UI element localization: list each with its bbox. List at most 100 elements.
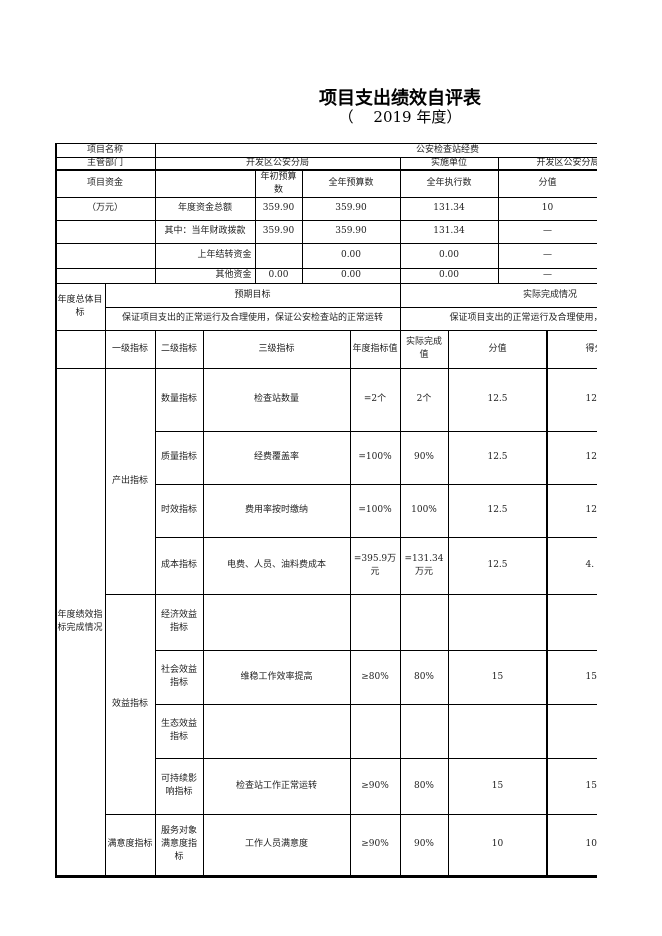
header-cell: 分值 [447, 329, 548, 369]
header-cell: 分值 [497, 169, 597, 198]
indicator-l3: 工作人员满意度 [202, 813, 351, 876]
indicator-weight: 12.5 [447, 536, 548, 595]
header-cell: 全年预算数 [301, 169, 401, 198]
indicator-actual [399, 703, 449, 759]
fund-executed: 131.34 [399, 219, 499, 244]
project-name-value: 公安检查站经费 [154, 142, 597, 158]
indicator-actual: 100% [399, 483, 449, 538]
fund-executed: 0.00 [399, 267, 499, 284]
indicator-actual: 90% [399, 430, 449, 485]
level1-cell: 产出指标 [104, 367, 156, 595]
indicator-score [546, 703, 597, 759]
empty-cell [54, 219, 156, 244]
empty-cell [154, 169, 256, 198]
indicator-l3: 维稳工作效率提高 [202, 649, 351, 705]
indicator-target [349, 593, 401, 651]
indicator-actual: 2个 [399, 367, 449, 432]
header-cell: 实际完成值 [399, 329, 449, 369]
indicator-target: =395.9万元 [349, 536, 401, 595]
fund-annual: 359.90 [301, 219, 401, 244]
indicator-weight: 10 [447, 813, 548, 876]
fund-executed: 0.00 [399, 242, 499, 269]
header-cell: 年度指标值 [349, 329, 401, 369]
header-cell: 实际完成情况 [399, 282, 597, 308]
indicator-l2: 社会效益指标 [154, 649, 204, 705]
indicator-target: =2个 [349, 367, 401, 432]
indicator-target: =100% [349, 430, 401, 485]
indicator-actual: =131.34万元 [399, 536, 449, 595]
fund-annual: 359.90 [301, 196, 401, 221]
indicator-weight: 15 [447, 649, 548, 705]
header-cell: 一级指标 [104, 329, 156, 369]
indicator-score: 10 [546, 813, 597, 876]
header-cell: 得分 [546, 329, 597, 369]
level1-cell: 满意度指标 [104, 813, 156, 876]
indicator-actual [399, 593, 449, 651]
empty-cell [54, 242, 156, 269]
fund-initial: 359.90 [254, 196, 303, 221]
label-cell: （万元） [54, 196, 156, 221]
empty-cell [54, 329, 106, 369]
fund-annual: 0.00 [301, 242, 401, 269]
fund-initial: 0.00 [254, 267, 303, 284]
indicator-l2: 生态效益指标 [154, 703, 204, 759]
indicator-l2: 成本指标 [154, 536, 204, 595]
fund-initial: 359.90 [254, 219, 303, 244]
indicator-weight: 15 [447, 757, 548, 815]
fund-name: 其他资金 [154, 267, 256, 284]
page-subtitle: （ 2019 年度） [338, 108, 462, 126]
indicator-score: 15 [546, 649, 597, 705]
indicator-weight [447, 703, 548, 759]
empty-cell [54, 267, 156, 284]
indicator-weight [447, 593, 548, 651]
fund-name: 年度资金总额 [154, 196, 256, 221]
indicator-target: ≥80% [349, 649, 401, 705]
header-cell: 三级指标 [202, 329, 351, 369]
indicator-l3: 费用率按时缴纳 [202, 483, 351, 538]
indicator-l3 [202, 703, 351, 759]
indicator-weight: 12.5 [447, 483, 548, 538]
header-cell: 二级指标 [154, 329, 204, 369]
indicator-weight: 12.5 [447, 430, 548, 485]
indicator-target: ≥90% [349, 757, 401, 815]
indicator-score: 12. [546, 367, 597, 432]
evaluation-table: 项目名称 公安检查站经费 主管部门 开发区公安分局 实施单位 开发区公安分局 项目资金 年初预… [54, 142, 597, 878]
label-cell: 年度绩效指标完成情况 [54, 367, 106, 876]
fund-annual: 0.00 [301, 267, 401, 284]
fund-score: 10 [497, 196, 597, 221]
indicator-l3: 经费覆盖率 [202, 430, 351, 485]
fund-initial [254, 242, 303, 269]
label-cell: 项目资金 [54, 169, 156, 198]
indicator-l2: 经济效益指标 [154, 593, 204, 651]
indicator-target: ≥90% [349, 813, 401, 876]
divider [546, 330, 548, 875]
fund-score: — [497, 267, 597, 284]
indicator-l3: 电费、人员、油料费成本 [202, 536, 351, 595]
fund-score: — [497, 219, 597, 244]
divider [55, 169, 597, 171]
fund-score: — [497, 242, 597, 269]
indicator-score: 15 [546, 757, 597, 815]
indicator-l2: 服务对象满意度指标 [154, 813, 204, 876]
fund-name: 其中：当年财政拨款 [154, 219, 256, 244]
header-cell: 年初预算数 [254, 169, 303, 198]
fund-executed: 131.34 [399, 196, 499, 221]
indicator-score [546, 593, 597, 651]
indicator-l3: 检查站工作正常运转 [202, 757, 351, 815]
goal-text: 保证项目支出的正常运行及合理使用，保证公安检查站的正常运转 [104, 306, 401, 331]
header-cell: 预期目标 [104, 282, 401, 308]
header-cell: 全年执行数 [399, 169, 499, 198]
goal-text: 保证项目支出的正常运行及合理使用，保证公安检查站的正常运转 [399, 306, 597, 331]
fund-name: 上年结转资金 [154, 242, 256, 269]
level1-cell: 效益指标 [104, 593, 156, 815]
indicator-actual: 80% [399, 757, 449, 815]
indicator-l2: 数量指标 [154, 367, 204, 432]
indicator-score: 12. [546, 483, 597, 538]
indicator-actual: 80% [399, 649, 449, 705]
indicator-score: 4. [546, 536, 597, 595]
label-cell: 项目名称 [54, 142, 156, 158]
indicator-score: 12. [546, 430, 597, 485]
indicator-l2: 质量指标 [154, 430, 204, 485]
page-title: 项目支出绩效自评表 [319, 88, 481, 109]
